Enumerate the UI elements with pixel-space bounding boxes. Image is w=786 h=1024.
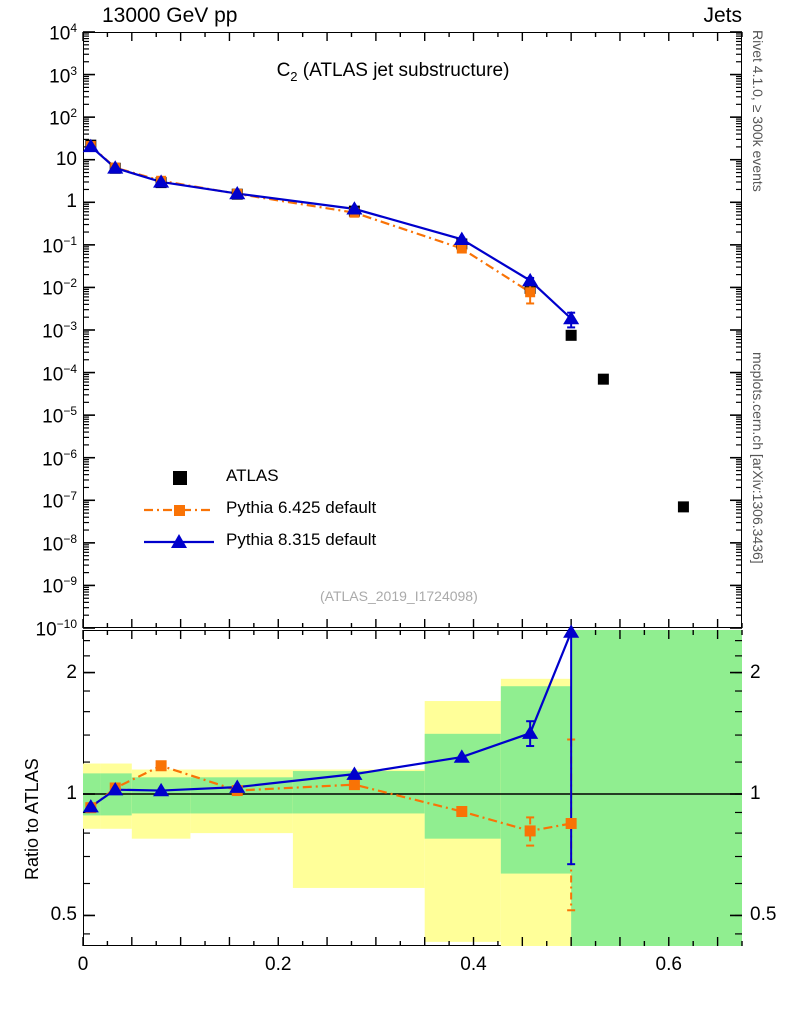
legend-label: Pythia 6.425 default — [226, 498, 377, 517]
y-tick-label: 10−3 — [42, 319, 77, 343]
ratio-pythia8-point — [346, 766, 363, 780]
x-tick-label: 0.2 — [265, 954, 292, 975]
x-tick-label: 0.4 — [460, 954, 487, 975]
pythia8-data-point — [346, 201, 363, 215]
y-tick-label: 10−8 — [42, 531, 77, 556]
ratio-pythia6-point — [348, 779, 360, 791]
ratio-band-inner — [424, 733, 501, 839]
y-tick-label: 10−2 — [42, 276, 77, 300]
pythia6-data-point — [525, 287, 536, 298]
header-analysis-category: Jets — [703, 4, 742, 27]
legend-key-icon — [140, 532, 218, 550]
y-tick-label: 1 — [66, 191, 77, 213]
ratio-y-tick-label: 0.5 — [750, 904, 777, 926]
ratio-pythia8-point — [229, 779, 246, 793]
ratio-pythia6-point — [524, 825, 536, 837]
pythia8-data-point — [82, 138, 99, 153]
y-tick-label: 10−9 — [42, 574, 77, 598]
plot-title: C2 (ATLAS jet substructure) — [276, 60, 510, 84]
analysis-id-watermark: (ATLAS_2019_I1724098) — [320, 588, 478, 604]
ratio-pythia6-point — [155, 760, 167, 772]
ratio-pythia8-point — [82, 799, 99, 813]
ratio-pythia6-point — [565, 818, 577, 830]
legend-key-icon — [140, 468, 218, 486]
y-tick-label: 10−10 — [35, 617, 78, 641]
legend-label: Pythia 8.315 default — [226, 530, 377, 549]
pythia8-data-point — [453, 231, 470, 245]
ratio-pythia8-point — [453, 749, 470, 763]
y-tick-label: 10−4 — [42, 361, 77, 385]
ratio-pythia8-point — [107, 782, 124, 796]
x-tick-label: 0 — [77, 954, 89, 975]
ratio-band-inner — [500, 686, 572, 874]
ratio-axis-title: Ratio to ATLAS — [22, 758, 42, 880]
atlas-data-point — [677, 501, 689, 513]
legend: ATLAS Pythia 6.425 default Pythia 8.315 de… — [140, 466, 460, 578]
y-tick-label: 10 — [55, 148, 77, 170]
atlas-data-point — [597, 373, 609, 385]
ratio-pythia8-line — [90, 631, 573, 808]
legend-key-icon — [140, 500, 218, 518]
y-tick-label: 10−5 — [42, 404, 77, 428]
ratio-pythia6-point — [456, 805, 468, 817]
y-tick-label: 10−6 — [42, 446, 77, 471]
ratio-y-tick-label: 2 — [750, 661, 761, 683]
ratio-band-inner — [571, 630, 742, 946]
header-collision-energy: 13000 GeV pp — [102, 4, 238, 27]
ratio-y-tick-label: 2 — [66, 661, 77, 683]
pythia8-data-point — [563, 310, 580, 325]
pythia6-data-point — [456, 243, 467, 254]
legend-label: ATLAS — [226, 466, 279, 485]
atlas-data-point — [565, 329, 577, 341]
ratio-pythia6-line — [90, 764, 572, 833]
ratio-pythia8-point — [522, 725, 539, 739]
y-tick-label: 10−7 — [42, 489, 77, 513]
pythia8-data-point — [522, 272, 539, 287]
y-tick-label: 10−1 — [42, 233, 77, 258]
pythia8-data-point — [229, 185, 246, 200]
y-tick-label: 104 — [49, 21, 77, 45]
pythia8-data-point — [153, 174, 170, 188]
pythia8-data-point — [107, 160, 124, 174]
y-tick-label: 103 — [49, 63, 77, 87]
ratio-pythia8-point — [153, 782, 170, 797]
ratio-y-tick-label: 1 — [750, 783, 761, 804]
x-tick-label: 0.6 — [655, 954, 682, 975]
series-pythia8-line — [90, 145, 572, 320]
ratio-pythia8-point — [563, 624, 580, 638]
ratio-y-tick-label: 1 — [66, 783, 77, 804]
ratio-y-tick-label: 0.5 — [50, 904, 77, 926]
y-tick-label: 102 — [49, 106, 77, 130]
